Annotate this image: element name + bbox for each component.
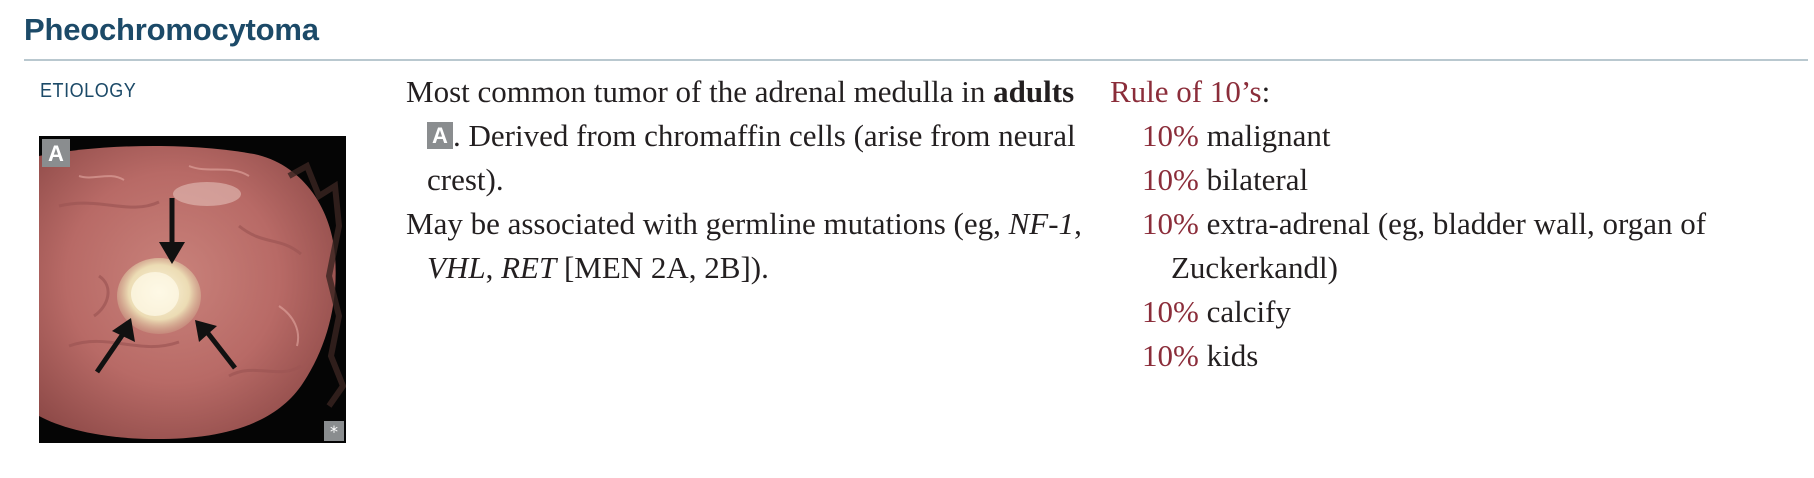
p1-text-end: . Derived from chromaffin cells (arise f… (427, 118, 1076, 197)
page-title: Pheochromocytoma (24, 12, 319, 47)
p2-text-start: May be associated with germline mutation… (406, 206, 1009, 241)
rule-item-text: malignant (1198, 118, 1331, 153)
rule-item: 10% extra-adrenal (eg, bladder wall, org… (1110, 202, 1810, 290)
p2-separator: , (1074, 206, 1082, 241)
rule-item-text: bilateral (1198, 162, 1309, 197)
rule-item-percent: 10% (1142, 162, 1199, 197)
rule-heading-line: Rule of 10’s: (1110, 70, 1810, 114)
p2-separator: , (485, 250, 502, 285)
rule-item: 10% calcify (1110, 290, 1810, 334)
etiology-paragraph-2: May be associated with germline mutation… (406, 202, 1086, 290)
etiology-text-column: Most common tumor of the adrenal medulla… (406, 70, 1086, 290)
rule-item: 10% bilateral (1110, 158, 1810, 202)
rule-heading: Rule of 10’s (1110, 74, 1262, 109)
rule-item-text: extra-adrenal (eg, bladder wall, organ o… (1171, 206, 1707, 285)
rule-heading-colon: : (1261, 74, 1271, 109)
rule-item-percent: 10% (1142, 206, 1199, 241)
gene-vhl: VHL (427, 250, 486, 285)
rule-item-text: kids (1198, 338, 1259, 373)
section-label-etiology: ETIOLOGY (40, 80, 137, 102)
rule-item-percent: 10% (1142, 338, 1199, 373)
p2-text-end: [MEN 2A, 2B]). (556, 250, 769, 285)
rule-item-percent: 10% (1142, 294, 1199, 329)
p1-bold-adults: adults (993, 74, 1075, 109)
figure-reference-a: A (427, 122, 453, 149)
rule-item-percent: 10% (1142, 118, 1199, 153)
etiology-paragraph-1: Most common tumor of the adrenal medulla… (406, 70, 1086, 202)
rule-item-text: calcify (1198, 294, 1291, 329)
rule-item: 10% kids (1110, 334, 1810, 378)
gene-ret: RET (501, 250, 557, 285)
gross-specimen-figure: A * (39, 136, 346, 443)
gene-nf1: NF-1 (1008, 206, 1075, 241)
adrenal-specimen-image (39, 136, 346, 443)
rule-of-10s-column: Rule of 10’s: 10% malignant 10% bilatera… (1110, 70, 1810, 378)
figure-asterisk-badge: * (324, 421, 344, 441)
figure-label-a: A (42, 139, 70, 167)
p1-text-start: Most common tumor of the adrenal medulla… (406, 74, 994, 109)
rule-item: 10% malignant (1110, 114, 1810, 158)
title-divider (24, 59, 1808, 61)
